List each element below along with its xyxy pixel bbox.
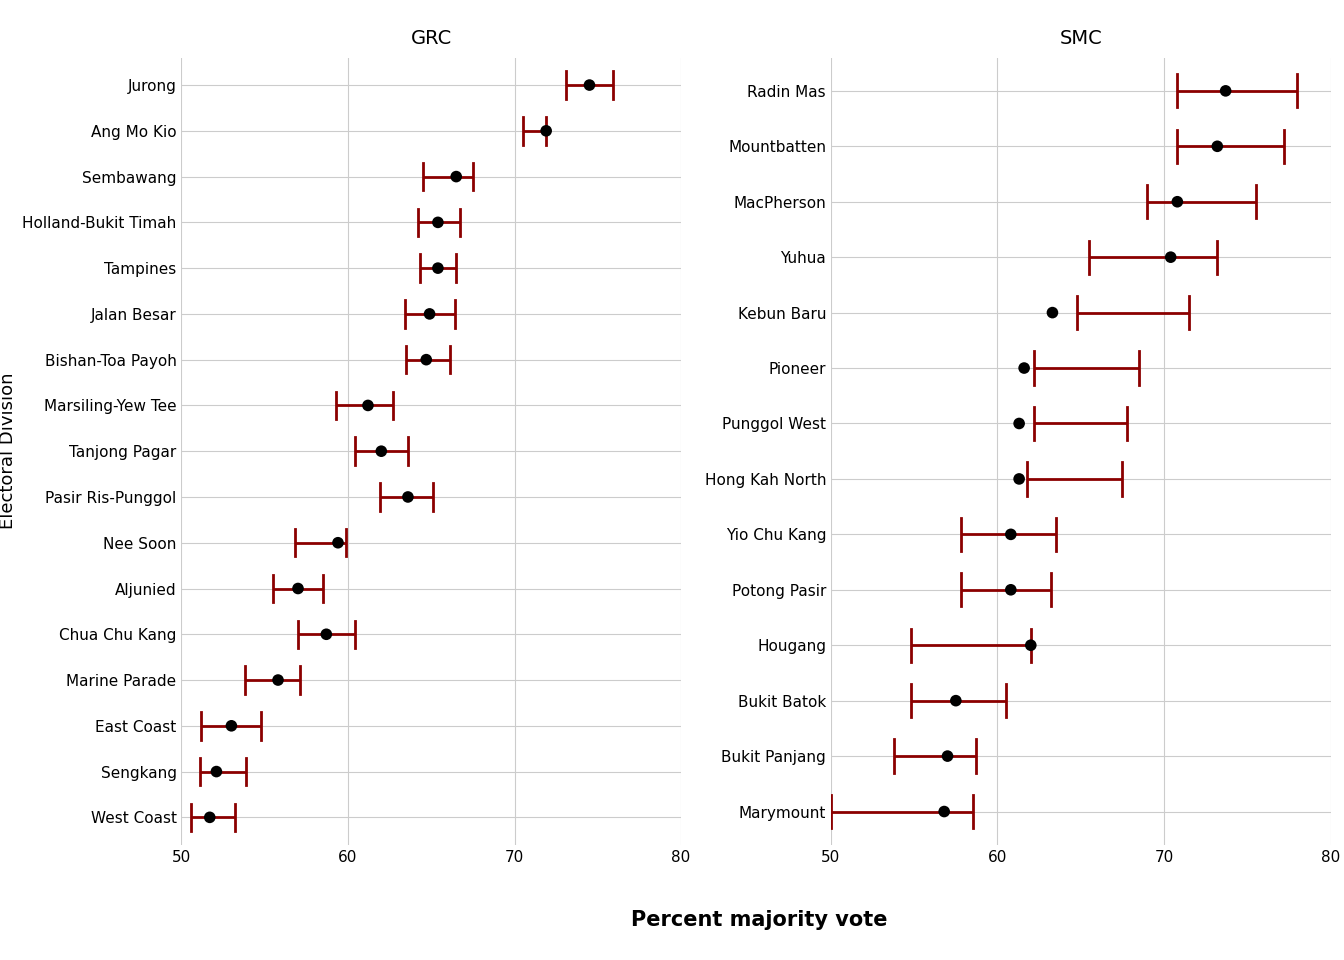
Point xyxy=(415,352,437,368)
Point xyxy=(445,169,466,184)
Point xyxy=(1020,637,1042,653)
Point xyxy=(371,444,392,459)
Point xyxy=(937,749,958,764)
Point xyxy=(1215,84,1236,99)
Point xyxy=(579,78,601,93)
Point xyxy=(427,260,449,276)
Point xyxy=(316,627,337,642)
Point xyxy=(267,672,289,687)
Point xyxy=(1160,250,1181,265)
Point xyxy=(934,804,956,819)
Point xyxy=(288,581,309,596)
Text: Percent majority vote: Percent majority vote xyxy=(632,910,887,930)
Point xyxy=(1008,471,1030,487)
Point xyxy=(398,490,419,505)
Point xyxy=(419,306,441,322)
Point xyxy=(358,397,379,413)
Point xyxy=(1042,305,1063,321)
Point xyxy=(220,718,242,733)
Title: GRC: GRC xyxy=(411,29,452,48)
Point xyxy=(1000,582,1021,597)
Point xyxy=(199,809,220,825)
Point xyxy=(427,215,449,230)
Point xyxy=(535,123,556,138)
Point xyxy=(206,764,227,780)
Title: SMC: SMC xyxy=(1059,29,1102,48)
Point xyxy=(327,535,348,550)
Point xyxy=(1008,416,1030,431)
Y-axis label: Electoral Division: Electoral Division xyxy=(0,372,16,530)
Point xyxy=(1000,527,1021,542)
Point xyxy=(1207,138,1228,154)
Point xyxy=(1167,194,1188,209)
Point xyxy=(945,693,966,708)
Point xyxy=(1013,360,1035,375)
